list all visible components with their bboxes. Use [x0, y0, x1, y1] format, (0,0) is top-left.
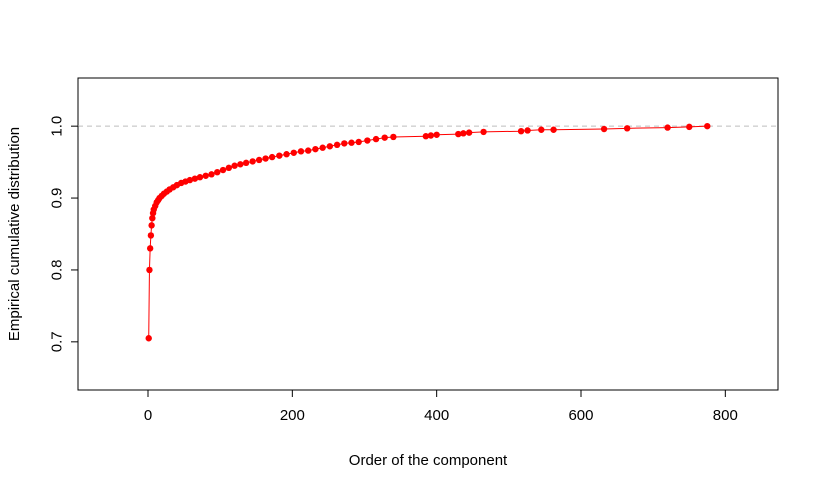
data-point	[146, 245, 154, 252]
data-point	[276, 152, 283, 159]
data-point	[600, 125, 608, 133]
data-point	[219, 166, 227, 174]
data-point	[348, 139, 355, 146]
data-point	[283, 151, 290, 158]
x-axis-label: Order of the component	[349, 452, 508, 469]
data-point	[341, 140, 348, 147]
data-point	[225, 164, 233, 172]
data-point	[147, 232, 155, 239]
x-tick-label: 0	[144, 407, 152, 424]
data-point	[364, 137, 371, 144]
data-point	[290, 149, 297, 156]
y-tick-label: 0.8	[49, 260, 66, 281]
data-point	[312, 145, 319, 153]
data-point	[214, 168, 221, 176]
y-axis-label: Empirical cumulative distribution	[6, 127, 23, 341]
x-tick-label: 600	[568, 407, 593, 424]
data-point	[148, 222, 155, 229]
plot-frame	[77, 77, 779, 391]
data-point	[664, 124, 671, 131]
data-point	[297, 148, 305, 155]
data-point	[460, 130, 467, 137]
data-point	[480, 128, 487, 136]
data-point	[422, 133, 430, 140]
data-point	[355, 138, 362, 146]
data-point	[704, 122, 711, 130]
data-point	[146, 266, 153, 274]
data-point	[202, 172, 209, 179]
data-point	[186, 176, 194, 184]
data-point	[208, 171, 215, 178]
data-point	[268, 153, 276, 161]
x-tick-label: 400	[424, 407, 449, 424]
y-axis: 0.7 0.8 0.9 1.0	[49, 116, 79, 352]
data-point	[305, 147, 312, 154]
y-tick-label: 0.9	[49, 188, 66, 209]
y-tick-label: 1.0	[49, 116, 66, 137]
data-point	[149, 214, 156, 222]
data-point	[145, 335, 152, 342]
data-point	[249, 158, 256, 165]
series-line	[148, 125, 708, 339]
data-point	[433, 131, 440, 138]
data-point	[372, 135, 380, 143]
data-point	[333, 141, 341, 149]
data-point	[517, 127, 525, 135]
data-point	[390, 133, 397, 141]
data-point	[191, 175, 199, 182]
data-point	[455, 130, 462, 138]
data-point	[326, 143, 334, 150]
data-point	[196, 174, 204, 181]
data-point	[231, 162, 238, 169]
data-point	[524, 127, 531, 134]
data-point	[319, 144, 326, 151]
data-point	[427, 132, 435, 139]
data-point	[381, 134, 388, 141]
data-point	[237, 161, 244, 168]
data-point	[623, 125, 631, 132]
y-tick-label: 0.7	[49, 331, 66, 352]
data-point	[255, 156, 263, 164]
x-tick-label: 200	[280, 407, 305, 424]
data-point	[538, 126, 545, 133]
data-point	[242, 159, 250, 167]
data-point	[686, 123, 693, 131]
data-point	[550, 126, 557, 133]
data-point	[262, 155, 269, 162]
x-axis: 0 200 400 600 800	[144, 389, 738, 424]
data-point	[465, 129, 473, 136]
x-tick-label: 800	[713, 407, 738, 424]
data-points	[145, 122, 711, 342]
